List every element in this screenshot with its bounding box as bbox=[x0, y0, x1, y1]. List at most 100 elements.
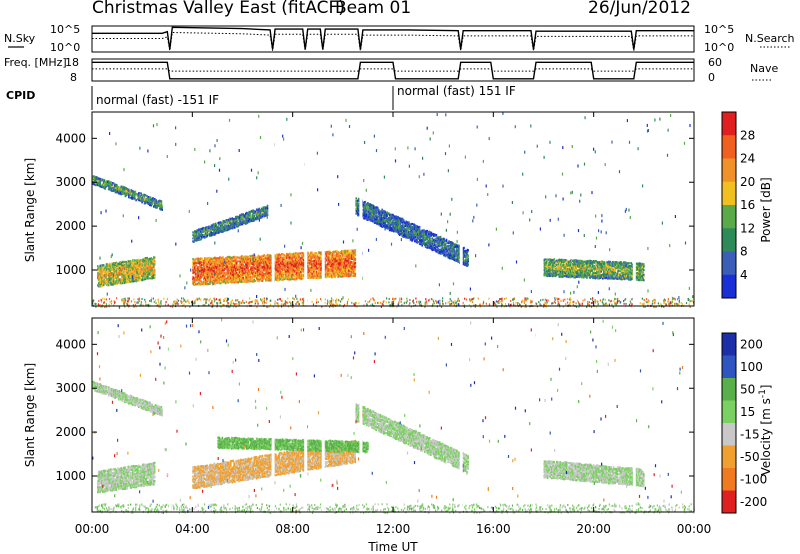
echo-cell bbox=[111, 189, 113, 192]
echo-cell bbox=[224, 229, 227, 232]
freq-left-tick-bottom: 8 bbox=[70, 71, 77, 84]
echo-cell bbox=[97, 183, 99, 187]
echo-cell bbox=[114, 183, 117, 186]
echo-cell bbox=[122, 192, 125, 195]
echo-cell bbox=[444, 239, 446, 242]
echo-cell bbox=[119, 189, 122, 192]
echo-cell bbox=[240, 220, 242, 223]
echo-cell bbox=[300, 256, 302, 260]
echo-cell bbox=[418, 226, 421, 229]
echo-cell bbox=[298, 272, 301, 275]
echo-cell bbox=[283, 276, 286, 279]
nave-label: Nave bbox=[750, 62, 778, 75]
echo-cell bbox=[328, 270, 331, 273]
echo-cell bbox=[266, 213, 269, 216]
beam-label: Beam 01 bbox=[335, 0, 411, 18]
cpid-label: CPID bbox=[6, 89, 35, 102]
echo-cell bbox=[423, 229, 425, 232]
echo-cell bbox=[200, 264, 203, 267]
echo-cell bbox=[224, 271, 226, 274]
echo-cell bbox=[347, 249, 350, 252]
echo-cell bbox=[153, 268, 156, 272]
echo-cell bbox=[120, 185, 122, 188]
echo-cell bbox=[108, 182, 111, 185]
echo-cell bbox=[92, 175, 95, 178]
echo-cell bbox=[403, 219, 405, 222]
echo-cell bbox=[109, 185, 112, 188]
echo-cell bbox=[317, 276, 320, 280]
echo-cell bbox=[328, 256, 331, 259]
echo-cell bbox=[95, 177, 97, 180]
echo-cell bbox=[112, 187, 114, 190]
echo-cell bbox=[110, 188, 112, 191]
echo-cell bbox=[354, 249, 357, 252]
echo-cell bbox=[120, 193, 122, 196]
echo-cell bbox=[245, 274, 248, 277]
echo-cell bbox=[119, 187, 122, 190]
echo-cell bbox=[364, 200, 367, 204]
echo-cell bbox=[103, 179, 106, 182]
echo-cell bbox=[195, 264, 198, 267]
echo-cell bbox=[376, 211, 378, 214]
echo-cell bbox=[319, 255, 321, 258]
echo-cell bbox=[160, 202, 163, 205]
echo-cell bbox=[253, 210, 255, 213]
echo-cell bbox=[123, 191, 126, 194]
echo-cell bbox=[248, 218, 250, 221]
echo-cell bbox=[109, 269, 112, 272]
echo-cell bbox=[435, 234, 438, 237]
echo-cell bbox=[102, 186, 104, 189]
echo-cell bbox=[354, 275, 357, 278]
echo-cell bbox=[122, 260, 124, 263]
echo-cell bbox=[320, 268, 322, 272]
echo-cell bbox=[160, 200, 163, 203]
echo-cell bbox=[92, 176, 95, 180]
echo-cell bbox=[97, 179, 99, 182]
echo-cell bbox=[136, 259, 138, 262]
echo-cell bbox=[236, 256, 239, 259]
echo-cell bbox=[354, 261, 357, 265]
echo-cell bbox=[148, 277, 151, 280]
echo-cell bbox=[149, 196, 152, 199]
echo-cell bbox=[236, 264, 239, 267]
freq-left-label: Freq. [MHz] bbox=[4, 56, 67, 69]
echo-cell bbox=[350, 271, 352, 274]
echo-cell bbox=[92, 182, 95, 186]
echo-cell bbox=[408, 221, 410, 224]
echo-cell bbox=[285, 260, 287, 263]
echo-cell bbox=[138, 268, 141, 271]
echo-cell bbox=[94, 178, 97, 182]
echo-cell bbox=[214, 281, 217, 284]
echo-cell bbox=[127, 281, 129, 284]
echo-cell bbox=[235, 259, 237, 262]
echo-cell bbox=[311, 260, 313, 263]
echo-cell bbox=[155, 199, 158, 202]
echo-cell bbox=[438, 236, 440, 239]
echo-cell bbox=[354, 257, 357, 261]
echo-cell bbox=[122, 188, 124, 191]
echo-cell bbox=[265, 255, 267, 258]
echo-cell bbox=[282, 272, 285, 275]
echo-cell bbox=[97, 182, 99, 185]
echo-cell bbox=[347, 267, 350, 270]
echo-cell bbox=[128, 273, 131, 276]
echo-cell bbox=[283, 253, 286, 257]
echo-cell bbox=[112, 189, 114, 192]
echo-cell bbox=[279, 254, 281, 257]
echo-cell bbox=[105, 185, 107, 188]
echo-cell bbox=[147, 277, 149, 280]
noise-right-label: N.Search bbox=[745, 32, 795, 45]
echo-cell bbox=[299, 252, 301, 255]
echo-cell bbox=[146, 262, 148, 265]
echo-cell bbox=[109, 181, 112, 184]
echo-cell bbox=[114, 191, 117, 194]
echo-cell bbox=[397, 215, 399, 219]
echo-cell bbox=[97, 177, 99, 180]
chart-title: Christmas Valley East (fitACF) bbox=[92, 0, 345, 18]
echo-cell bbox=[161, 205, 163, 208]
echo-cell bbox=[354, 253, 357, 256]
echo-cell bbox=[258, 276, 260, 279]
noise-left-label: N.Sky bbox=[4, 32, 36, 45]
echo-cell bbox=[427, 230, 429, 233]
